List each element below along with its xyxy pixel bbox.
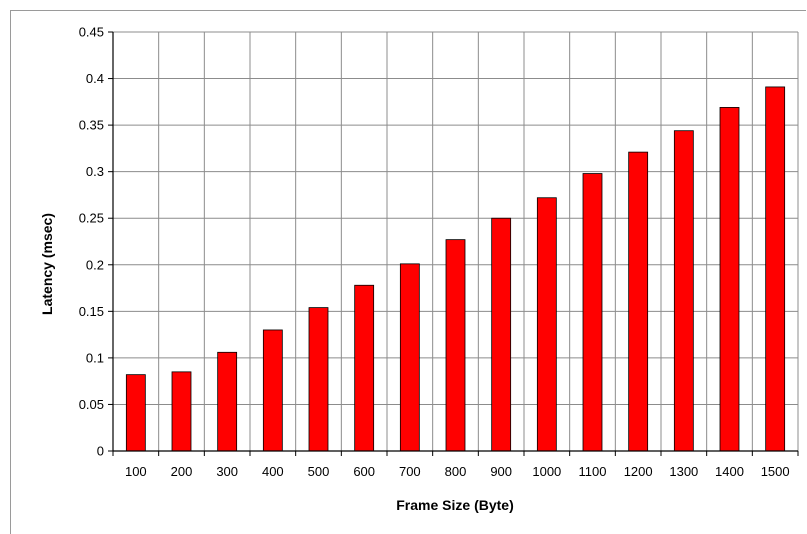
x-tick-labels: 100 200 300 400 500 600 700 800 900 1000 1100 1200 1… xyxy=(125,464,790,479)
x-tick-label: 1100 xyxy=(579,464,607,479)
x-tick-label: 500 xyxy=(308,464,330,479)
bar-900 xyxy=(491,217,512,452)
y-tick-label: 0.1 xyxy=(86,350,104,365)
x-tick-label: 900 xyxy=(490,464,512,479)
x-tick-label: 1500 xyxy=(761,464,790,479)
x-tick-label: 1300 xyxy=(669,464,698,479)
x-tick-label: 300 xyxy=(216,464,238,479)
bars xyxy=(125,86,786,452)
x-axis-title: Frame Size (Byte) xyxy=(396,497,513,513)
x-tick-label: 600 xyxy=(353,464,375,479)
x-tick-label: 1400 xyxy=(715,464,744,479)
x-tick-label: 200 xyxy=(171,464,193,479)
axes xyxy=(108,31,799,456)
bar-1400 xyxy=(719,107,740,452)
y-tick-label: 0.4 xyxy=(86,71,104,86)
bar-400 xyxy=(262,329,283,452)
bar-1500 xyxy=(765,86,786,452)
bar-500 xyxy=(308,307,329,452)
x-tick-label: 100 xyxy=(125,464,147,479)
bar-1300 xyxy=(673,130,694,452)
y-tick-label: 0.15 xyxy=(79,304,104,319)
bar-800 xyxy=(445,239,466,452)
bar-1000 xyxy=(536,197,557,452)
y-tick-label: 0.25 xyxy=(79,211,104,226)
x-tick-label: 1200 xyxy=(624,464,653,479)
y-tick-label: 0.2 xyxy=(86,257,104,272)
bar-700 xyxy=(399,263,420,452)
bar-1200 xyxy=(628,151,649,452)
y-axis-title: Latency (msec) xyxy=(39,213,55,315)
bar-1100 xyxy=(582,173,603,452)
y-tick-label: 0.05 xyxy=(79,397,104,412)
bar-300 xyxy=(217,351,238,452)
grid-lines xyxy=(113,31,799,451)
y-tick-labels: 0 0.05 0.1 0.15 0.2 0.25 0.3 0.35 0.4 0.45 xyxy=(79,25,104,459)
x-tick-label: 400 xyxy=(262,464,284,479)
bar-100 xyxy=(125,374,146,452)
x-tick-label: 1000 xyxy=(532,464,561,479)
bar-200 xyxy=(171,371,192,452)
y-tick-label: 0 xyxy=(97,444,104,459)
y-tick-label: 0.45 xyxy=(79,25,104,40)
x-tick-label: 800 xyxy=(445,464,467,479)
y-tick-label: 0.3 xyxy=(86,164,104,179)
x-tick-label: 700 xyxy=(399,464,421,479)
bar-600 xyxy=(354,284,375,452)
y-tick-label: 0.35 xyxy=(79,118,104,133)
chart-frame xyxy=(10,10,806,534)
